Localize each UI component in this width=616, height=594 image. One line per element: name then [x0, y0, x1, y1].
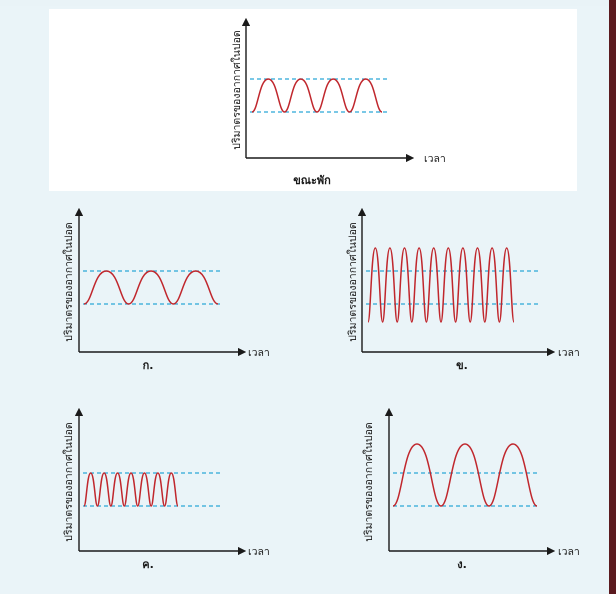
breathing-curve: [83, 472, 179, 507]
graph-caption: ก.: [143, 359, 154, 372]
x-axis-label: เวลา: [248, 347, 270, 359]
comparison-panel: [31, 196, 601, 588]
graph-caption: ค.: [142, 558, 154, 571]
rest-panel: [49, 9, 577, 191]
graph-caption: ง.: [457, 558, 467, 571]
x-axis-label: เวลา: [558, 546, 580, 558]
graph-rest: ปริมาตรของอากาศในปอด เวลา ขณะพัก: [230, 17, 446, 187]
y-axis-label: ปริมาตรของอากาศในปอด: [230, 30, 243, 149]
y-axis-label: ปริมาตรของอากาศในปอด: [62, 422, 75, 541]
breathing-curve: [83, 270, 219, 305]
x-axis-label: เวลา: [424, 153, 446, 165]
graph-b: ปริมาตรของอากาศในปอด เวลา ข.: [346, 207, 580, 372]
top-border: [0, 0, 616, 6]
graph-d: ปริมาตรของอากาศในปอด เวลา ง.: [362, 407, 580, 571]
y-axis-label: ปริมาตรของอากาศในปอด: [346, 222, 359, 341]
x-axis-label: เวลา: [558, 347, 580, 359]
graph-a: ปริมาตรของอากาศในปอด เวลา ก.: [62, 207, 270, 372]
graph-caption: ขณะพัก: [293, 174, 331, 187]
x-axis-label: เวลา: [248, 546, 270, 558]
y-axis-label: ปริมาตรของอากาศในปอด: [62, 222, 75, 341]
graph-c: ปริมาตรของอากาศในปอด เวลา ค.: [62, 407, 270, 571]
breathing-curve: [251, 78, 383, 113]
right-edge: [609, 0, 616, 594]
breathing-curve: [392, 443, 538, 507]
breathing-curve: [367, 247, 515, 323]
y-axis-label: ปริมาตรของอากาศในปอด: [362, 422, 375, 541]
graph-caption: ข.: [456, 359, 468, 372]
